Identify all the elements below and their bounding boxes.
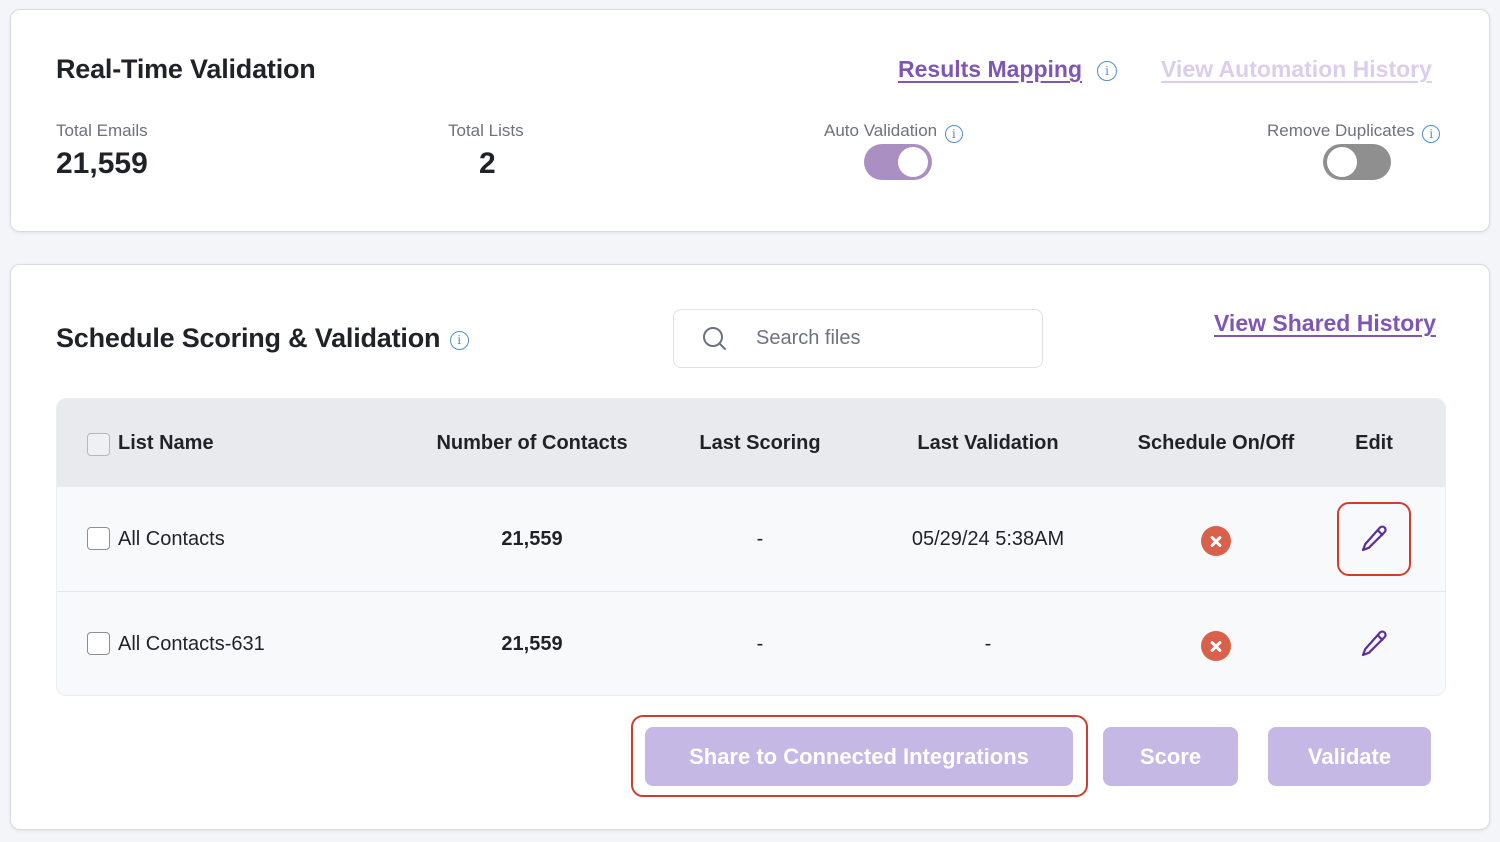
x-circle-icon[interactable]	[1201, 526, 1231, 556]
schedule-scoring-title: Schedule Scoring & Validation i	[56, 323, 469, 354]
info-icon[interactable]: i	[944, 125, 963, 143]
column-header-number-of-contacts: Number of Contacts	[436, 432, 628, 454]
remove-duplicates-label: Remove Duplicates i	[1267, 121, 1441, 143]
results-mapping-link[interactable]: Results Mapping	[898, 56, 1083, 82]
view-shared-history-link[interactable]: View Shared History	[1214, 310, 1436, 336]
last-validation-cell: -	[984, 633, 992, 655]
edit-button[interactable]	[1337, 607, 1411, 681]
select-all-checkbox[interactable]	[87, 433, 110, 456]
contacts-cell: 21,559	[501, 633, 563, 655]
search-files-box[interactable]	[673, 309, 1043, 368]
validate-button[interactable]: Validate	[1268, 727, 1431, 786]
column-header-last-validation: Last Validation	[917, 432, 1059, 454]
column-header-list-name: List Name	[118, 432, 214, 454]
table-row: All Contacts-631 21,559 - -	[57, 591, 1445, 695]
last-validation-cell: 05/29/24 5:38AM	[911, 528, 1065, 550]
auto-validation-toggle[interactable]	[864, 144, 932, 180]
row-checkbox[interactable]	[87, 632, 110, 655]
lists-table: List Name Number of Contacts Last Scorin…	[56, 398, 1446, 696]
row-checkbox[interactable]	[87, 527, 110, 550]
table-header: List Name Number of Contacts Last Scorin…	[57, 399, 1445, 487]
score-button[interactable]: Score	[1103, 727, 1238, 786]
share-to-integrations-button[interactable]: Share to Connected Integrations	[645, 727, 1073, 786]
list-name-cell: All Contacts	[118, 528, 225, 550]
auto-validation-label-text: Auto Validation	[824, 121, 938, 140]
x-circle-icon[interactable]	[1201, 631, 1231, 661]
total-lists-label: Total Lists	[448, 121, 524, 140]
column-header-last-scoring: Last Scoring	[699, 432, 821, 454]
pencil-icon	[1361, 525, 1387, 552]
remove-duplicates-label-text: Remove Duplicates	[1267, 121, 1415, 140]
contacts-cell: 21,559	[501, 528, 563, 550]
schedule-scoring-title-text: Schedule Scoring & Validation	[56, 323, 441, 353]
share-button-highlight	[631, 715, 1088, 797]
total-emails-label: Total Emails	[56, 121, 148, 140]
info-icon[interactable]: i	[1422, 125, 1441, 143]
edit-button[interactable]	[1337, 502, 1411, 576]
list-name-cell: All Contacts-631	[118, 633, 265, 655]
column-header-edit: Edit	[1355, 432, 1393, 454]
table-row: All Contacts 21,559 - 05/29/24 5:38AM	[57, 487, 1445, 591]
info-icon[interactable]: i	[449, 330, 469, 350]
total-lists-value: 2	[479, 147, 496, 180]
last-scoring-cell: -	[756, 633, 764, 655]
toggle-knob	[1327, 147, 1357, 177]
toggle-knob	[898, 147, 928, 177]
last-scoring-cell: -	[756, 528, 764, 550]
search-icon	[703, 326, 726, 350]
column-header-schedule-on-off: Schedule On/Off	[1137, 432, 1295, 454]
info-icon[interactable]: i	[1097, 61, 1117, 81]
remove-duplicates-toggle[interactable]	[1323, 144, 1391, 180]
realtime-validation-card: Real-Time Validation Results Mapping i V…	[10, 9, 1490, 232]
auto-validation-label: Auto Validation i	[824, 121, 963, 143]
schedule-scoring-card: Schedule Scoring & Validation i View Sha…	[10, 264, 1490, 830]
realtime-validation-title: Real-Time Validation	[56, 54, 316, 84]
search-files-input[interactable]	[756, 327, 1016, 350]
view-automation-history-link[interactable]: View Automation History	[1161, 56, 1432, 82]
pencil-icon	[1361, 630, 1387, 657]
total-emails-value: 21,559	[56, 147, 148, 180]
